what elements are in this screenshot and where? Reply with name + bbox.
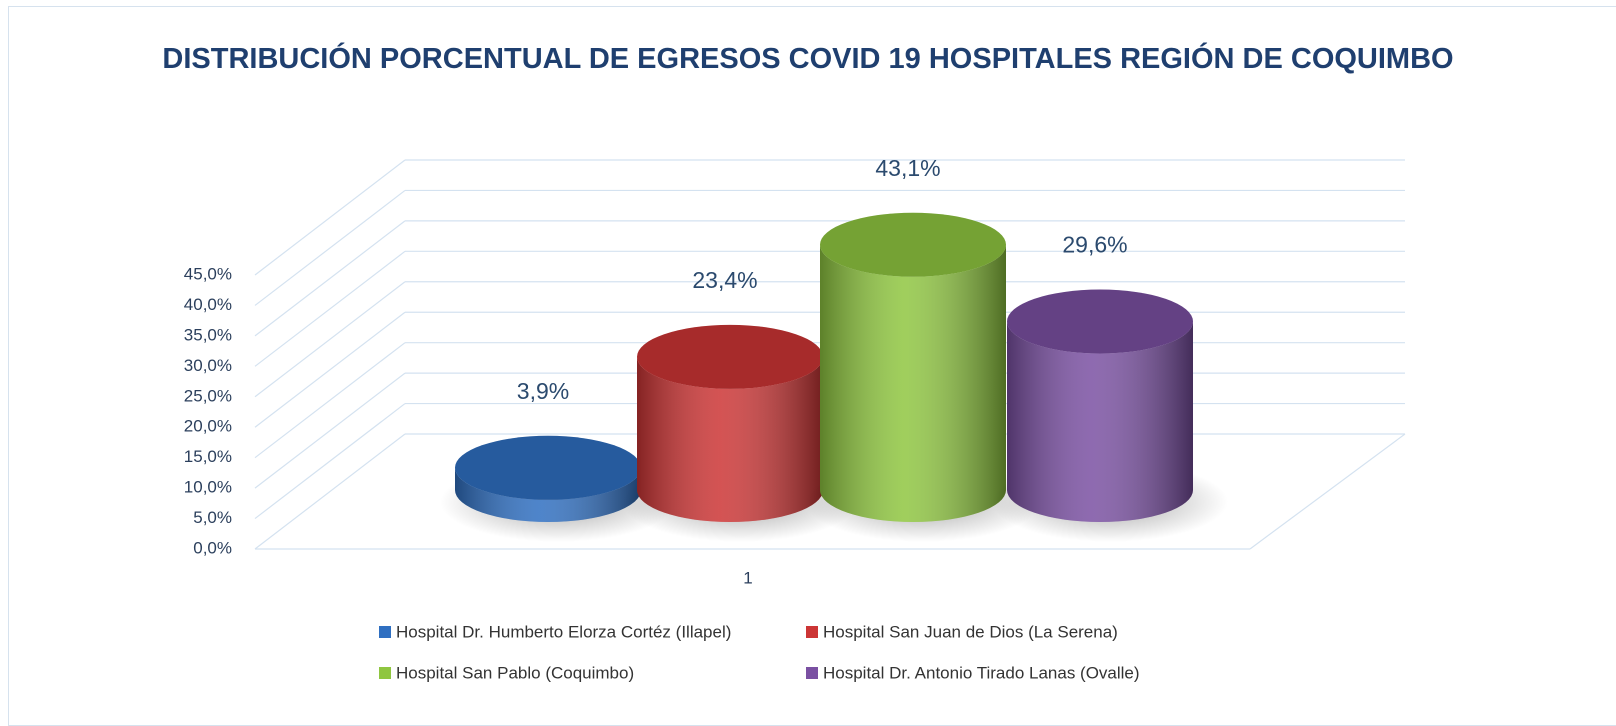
y-tick-label: 10,0% [184,478,232,497]
grid-line-side [254,189,406,306]
y-tick-label: 15,0% [184,447,232,466]
grid-line-side [254,342,406,459]
y-tick-label: 20,0% [184,417,232,436]
cylinder-top-shade [637,324,823,389]
cylinder-shade [455,467,641,522]
grid-line-side [254,250,406,367]
y-tick-label: 45,0% [184,264,232,283]
grid-line-side [254,220,406,337]
cylinder [440,435,676,542]
legend-label: Hospital Dr. Antonio Tirado Lanas (Ovall… [823,663,1140,682]
cylinder-top [1007,289,1193,354]
y-tick-label: 25,0% [184,386,232,405]
grid-line-side [254,403,406,520]
legend-marker [806,667,818,679]
data-label: 43,1% [875,155,940,181]
y-tick-label: 30,0% [184,356,232,375]
cylinder-top [820,212,1006,277]
data-label: 3,9% [517,378,569,404]
cylinder [622,324,858,542]
y-tick-label: 0,0% [193,538,232,557]
data-label: 23,4% [692,267,757,293]
x-tick-label: 1 [743,568,752,587]
grid-line-side [254,372,406,489]
y-tick-label: 35,0% [184,325,232,344]
grid-line-side [254,159,406,276]
y-tick-label: 5,0% [193,508,232,527]
y-tick-label: 40,0% [184,295,232,314]
cylinder-top-shade [1007,289,1193,354]
cylinder-shade [1007,321,1193,522]
cylinder-shade [820,244,1006,522]
floor-right [1249,433,1406,550]
legend-marker [806,626,818,638]
legend-label: Hospital San Pablo (Coquimbo) [396,663,634,682]
data-label: 29,6% [1062,232,1127,258]
legend-label: Hospital San Juan de Dios (La Serena) [823,622,1118,641]
cylinder-top-shade [820,212,1006,277]
grid-line-side [254,281,406,398]
chart-title: DISTRIBUCIÓN PORCENTUAL DE EGRESOS COVID… [162,43,1454,75]
cylinder-top [455,435,641,500]
cylinder [805,212,1041,542]
legend-label: Hospital Dr. Humberto Elorza Cortéz (Ill… [396,622,731,641]
grid-line-side [254,311,406,428]
legend-marker [379,626,391,638]
cylinder-top-shade [455,435,641,500]
cylinder-shade [637,356,823,522]
cylinder [992,289,1228,542]
legend-marker [379,667,391,679]
cylinder-top [637,324,823,389]
grid-line-side [254,433,406,550]
